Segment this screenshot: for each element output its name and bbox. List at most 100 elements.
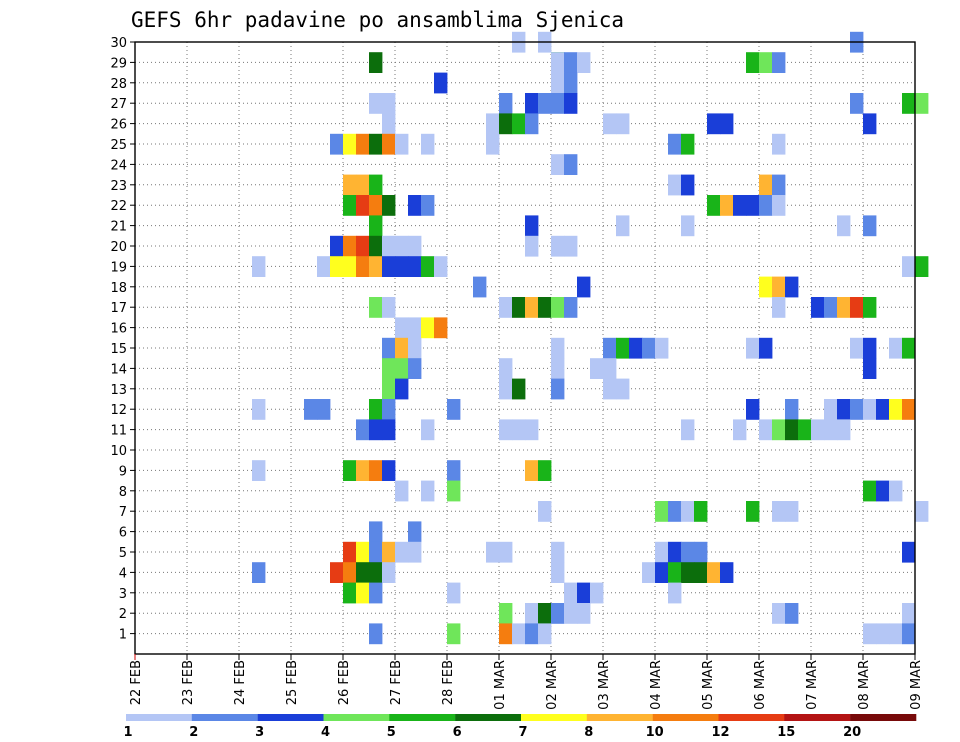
heatmap-cell	[356, 460, 370, 481]
heatmap-cell	[369, 623, 383, 645]
heatmap-cell	[551, 378, 565, 400]
heatmap-cell	[382, 195, 396, 216]
y-tick-label: 29	[110, 56, 127, 71]
y-tick-label: 13	[110, 383, 127, 398]
y-tick-label: 27	[110, 97, 127, 112]
heatmap-cell	[421, 256, 435, 277]
heatmap-cell	[590, 582, 604, 604]
heatmap-cell	[395, 541, 409, 563]
heatmap-cell	[486, 113, 500, 135]
heatmap-cell	[356, 174, 370, 196]
heatmap-cell	[668, 174, 682, 196]
heatmap-cell	[486, 133, 500, 155]
x-tick-label: 23 FEB	[181, 660, 196, 705]
heatmap-cell	[499, 419, 513, 441]
heatmap-cell	[863, 215, 877, 237]
y-tick-label: 21	[110, 220, 127, 235]
heatmap-cell	[655, 541, 669, 563]
heatmap-cell	[369, 93, 383, 114]
heatmap-cell	[564, 297, 578, 318]
heatmap-cell	[915, 501, 929, 522]
x-tick-label: 28 FEB	[441, 660, 456, 705]
heatmap-cell	[551, 337, 565, 359]
heatmap-cell	[525, 603, 539, 624]
heatmap-cell	[824, 297, 838, 318]
heatmap-cell	[330, 133, 344, 155]
heatmap-cell	[382, 256, 396, 277]
heatmap-cell	[720, 195, 734, 216]
heatmap-cell	[772, 174, 786, 196]
colorbar-swatch	[455, 714, 522, 721]
heatmap-cell	[668, 133, 682, 155]
y-tick-label: 17	[110, 301, 127, 316]
heatmap-cell	[850, 93, 864, 114]
heatmap-cell	[590, 358, 604, 379]
heatmap-cell	[551, 52, 565, 73]
heatmap-cell	[902, 399, 916, 420]
heatmap-cell	[369, 419, 383, 441]
heatmap-cell	[499, 297, 513, 318]
heatmap-cell	[889, 337, 903, 359]
heatmap-cell	[343, 460, 357, 481]
colorbar-swatch	[126, 714, 193, 721]
heatmap-cell	[772, 297, 786, 318]
x-tick-label: 27 FEB	[389, 660, 404, 705]
heatmap-cell	[538, 623, 552, 645]
colorbar-swatch	[389, 714, 456, 721]
heatmap-cell	[421, 133, 435, 155]
heatmap-cell	[525, 460, 539, 481]
heatmap-cell	[746, 501, 760, 522]
heatmap-cell	[564, 582, 578, 604]
heatmap-cell	[733, 419, 747, 441]
heatmap-cell	[681, 562, 695, 583]
heatmap-cell	[343, 582, 357, 604]
heatmap-cell	[382, 460, 396, 481]
colorbar-label: 12	[711, 725, 729, 740]
heatmap-cell	[759, 419, 773, 441]
heatmap-cell	[395, 358, 409, 379]
heatmap-cell	[889, 623, 903, 645]
heatmap-cell	[551, 603, 565, 624]
heatmap-cell	[642, 562, 656, 583]
y-tick-label: 12	[110, 403, 127, 418]
heatmap-cell	[876, 399, 890, 420]
heatmap-cell	[382, 378, 396, 400]
y-tick-label: 10	[110, 444, 127, 459]
heatmap-cell	[395, 337, 409, 359]
y-tick-label: 26	[110, 118, 127, 133]
heatmap-cell	[707, 195, 721, 216]
heatmap-cell	[408, 317, 422, 339]
y-tick-label: 4	[119, 566, 127, 581]
heatmap-cell	[811, 297, 825, 318]
y-tick-label: 15	[110, 342, 127, 357]
y-tick-label: 28	[110, 77, 127, 92]
colorbar-label: 2	[189, 725, 198, 740]
heatmap-cell	[681, 541, 695, 563]
heatmap-cell	[512, 419, 526, 441]
heatmap-cell	[577, 52, 591, 73]
heatmap-cell	[512, 113, 526, 135]
heatmap-cell	[902, 603, 916, 624]
colorbar-label: 1	[123, 725, 132, 740]
heatmap-cell	[837, 419, 851, 441]
heatmap-cell	[655, 337, 669, 359]
heatmap-cell	[551, 154, 565, 175]
heatmap-cell	[772, 52, 786, 73]
heatmap-cell	[343, 195, 357, 216]
heatmap-cell	[538, 501, 552, 522]
heatmap-cell	[525, 93, 539, 114]
heatmap-cell	[824, 399, 838, 420]
heatmap-cell	[772, 276, 786, 298]
heatmap-cell	[655, 562, 669, 583]
heatmap-cell	[343, 235, 357, 257]
heatmap-cell	[577, 603, 591, 624]
heatmap-cell	[746, 195, 760, 216]
heatmap-cell	[837, 215, 851, 237]
heatmap-cell	[564, 235, 578, 257]
y-tick-label: 19	[110, 260, 127, 275]
colorbar-label: 6	[453, 725, 462, 740]
heatmap-cell	[369, 174, 383, 196]
colorbar-swatch	[652, 714, 719, 721]
heatmap-cell	[863, 399, 877, 420]
